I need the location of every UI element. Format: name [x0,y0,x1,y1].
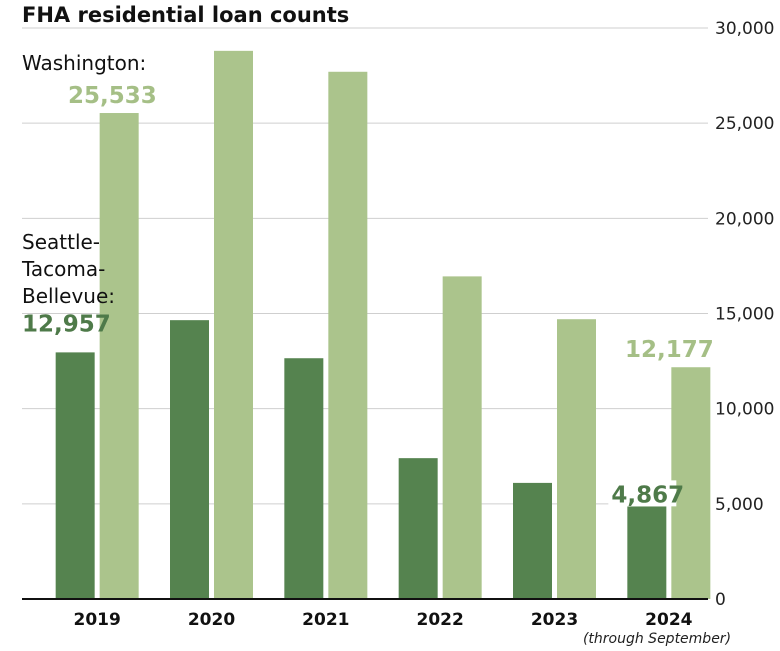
data-label-washington-2019: 25,533 [68,83,157,109]
bar-seattle-2019 [55,352,95,599]
x-tick-label: 2023 [531,610,578,630]
legend-washington: Washington: [22,51,146,75]
bar-seattle-2022 [398,458,438,599]
data-label-background [608,480,677,507]
labels: FHA residential loan counts Washington: … [21,3,731,647]
data-label-seattle-2024: 4,867 [611,482,684,508]
y-tick-label: 0 [715,590,726,610]
bar-seattle-2023 [513,482,552,599]
y-tick-label: 25,000 [715,114,774,134]
x-tick-label: 2019 [74,610,121,630]
y-tick-label: 5,000 [715,495,764,515]
bar-washington-2023 [557,319,596,599]
y-tick-label: 10,000 [715,400,774,420]
bars [55,50,711,599]
legend-seattle-line-3: Bellevue: [22,284,115,308]
legend-seattle-line-2: Tacoma- [21,257,105,281]
bar-washington-2021 [328,71,368,599]
data-label-seattle-2019: 12,957 [22,311,111,337]
x-category-note: (through September) [583,631,731,647]
x-tick-label: 2020 [188,610,235,630]
x-tick-label: 2021 [302,610,349,630]
y-tick-label: 20,000 [715,209,774,229]
chart-title: FHA residential loan counts [22,3,349,27]
bar-washington-2022 [442,276,482,599]
x-tick-label: 2022 [417,610,464,630]
bar-seattle-2024 [627,506,667,599]
legend-seattle-line-1: Seattle- [22,230,100,254]
y-tick-label: 30,000 [715,19,774,39]
bar-washington-2020 [214,50,253,599]
axes: 0 5,000 10,000 15,000 20,000 25,000 30,000 2019… [22,19,774,630]
bar-washington-2024 [671,367,711,599]
bar-seattle-2020 [170,320,209,599]
data-label-washington-2024: 12,177 [625,337,714,363]
y-tick-label: 15,000 [715,305,774,325]
x-tick-label: 2024 [645,610,692,630]
bar-seattle-2021 [284,358,324,599]
bar-washington-2019 [99,113,139,599]
